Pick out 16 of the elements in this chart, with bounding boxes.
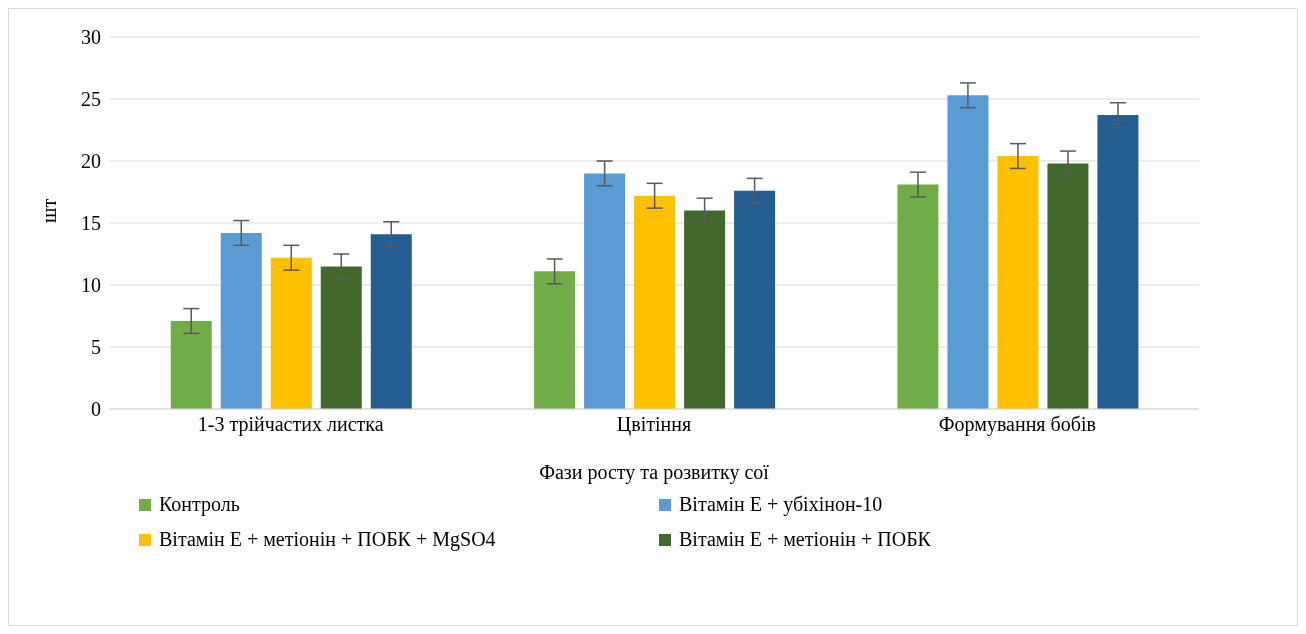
y-axis-title: шт <box>38 198 61 223</box>
y-tick-label: 15 <box>81 212 101 235</box>
y-tick-label: 25 <box>81 88 101 111</box>
x-axis-title: Фази росту та розвитку сої <box>539 461 770 484</box>
x-tick-label: 1-3 трійчастих листка <box>197 413 384 437</box>
y-tick-label: 0 <box>91 398 101 421</box>
y-tick-label: 20 <box>81 150 101 173</box>
x-tick-label: Цвітіння <box>616 413 692 437</box>
y-tick-label: 5 <box>91 336 101 359</box>
legend-label: Вітамін Е + метіонін + ПОБК + MgSO4 <box>159 528 496 551</box>
legend-label: Контроль <box>159 493 240 516</box>
legend-label: Вітамін Е + убіхінон-10 <box>679 493 883 516</box>
y-tick-label: 10 <box>81 274 101 297</box>
legend-label: Вітамін Е + метіонін + ПОБК <box>679 528 931 551</box>
x-tick-label: Формування бобів <box>938 413 1096 437</box>
y-tick-label: 30 <box>81 26 101 49</box>
